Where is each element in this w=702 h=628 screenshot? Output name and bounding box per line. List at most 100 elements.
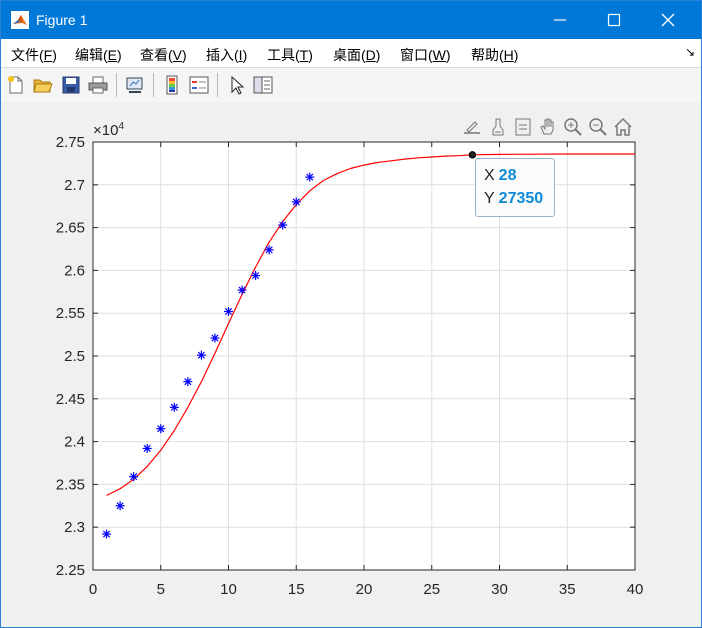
fit-curve (106, 153, 635, 497)
data-point (210, 333, 220, 343)
link-plot-icon[interactable] (124, 74, 146, 96)
data-point (183, 377, 193, 387)
datatip-x-label: X (484, 167, 495, 184)
datatip[interactable]: X 28 Y 27350 (475, 158, 555, 217)
data-point-stroke (265, 246, 273, 254)
datatip-marker-layer (468, 151, 477, 159)
data-point (102, 529, 112, 539)
data-point-stroke (238, 286, 246, 294)
data-point-stroke (211, 334, 219, 342)
save-icon[interactable] (60, 74, 82, 96)
x-tick-label: 40 (627, 581, 644, 598)
title-bar[interactable]: Figure 1 (1, 1, 701, 39)
data-point (251, 271, 261, 281)
x-tick-label: 20 (356, 581, 373, 598)
data-point (305, 172, 315, 182)
menu-tools[interactable]: 工具(T) (267, 47, 313, 63)
data-point-stroke (252, 271, 260, 280)
y-tick-label: 2.25 (56, 562, 85, 579)
fit-curve-layer (106, 153, 635, 497)
scatter-layer (102, 172, 315, 539)
y-tick-label: 2.35 (56, 476, 85, 493)
data-point (156, 424, 166, 434)
menu-file[interactable]: 文件(F) (11, 47, 57, 63)
y-tick-label: 2.65 (56, 220, 85, 237)
print-icon[interactable] (87, 74, 109, 96)
insert-legend-icon[interactable] (188, 74, 210, 96)
data-point (278, 220, 288, 230)
data-point (115, 501, 125, 511)
close-button[interactable] (641, 1, 695, 39)
export-icon[interactable] (461, 116, 483, 138)
y-tick-label: 2.45 (56, 391, 85, 408)
property-inspector-icon[interactable] (252, 74, 274, 96)
menu-help[interactable]: 帮助(H) (471, 47, 519, 63)
menu-view[interactable]: 查看(V) (140, 47, 187, 63)
datatip-y-label: Y (484, 190, 495, 207)
matlab-logo-icon (11, 11, 29, 29)
data-point (264, 245, 274, 255)
data-point-stroke (197, 351, 205, 359)
y-tick-label: 2.6 (64, 262, 85, 279)
data-point-stroke (102, 530, 111, 538)
datatip-x-row: X 28 (484, 167, 516, 185)
maximize-icon (607, 13, 621, 27)
menu-window[interactable]: 窗口(W) (400, 47, 451, 63)
data-tips-icon[interactable] (512, 116, 534, 138)
datatip-y-value: 27350 (498, 190, 544, 207)
data-point (129, 472, 139, 482)
insert-colorbar-icon[interactable] (161, 74, 183, 96)
data-point (291, 197, 301, 207)
x-tick-label: 5 (157, 581, 165, 598)
data-point (196, 350, 206, 360)
data-point (169, 402, 179, 412)
data-point-stroke (143, 444, 151, 453)
y-tick-label: 2.7 (64, 177, 85, 194)
pan-icon[interactable] (537, 116, 559, 138)
zoom-in-icon[interactable] (562, 116, 584, 138)
x-tick-label: 30 (491, 581, 508, 598)
minimize-icon (554, 19, 566, 21)
data-point-stroke (157, 425, 165, 433)
restore-view-icon[interactable] (612, 116, 634, 138)
y-tick-label: 2.75 (56, 134, 85, 151)
toolbar-separator (217, 73, 218, 97)
figure-toolbar (1, 67, 701, 103)
zoom-out-icon[interactable] (587, 116, 609, 138)
x-tick-label: 0 (89, 581, 97, 598)
data-point-stroke (306, 173, 314, 181)
minimize-button[interactable] (533, 1, 587, 39)
y-tick-label: 2.5 (64, 348, 85, 365)
data-point (237, 285, 247, 295)
close-icon (661, 13, 675, 27)
brush-icon[interactable] (487, 116, 509, 138)
open-file-icon[interactable] (32, 74, 54, 96)
axis-ticks: 0 5 10 15 20 25 30 35 40 2.25 2.3 2.35 2.4 2.45 2.5 2.5… (56, 134, 644, 598)
data-point-stroke (184, 378, 192, 386)
data-point-stroke (130, 473, 138, 481)
maximize-button[interactable] (587, 1, 641, 39)
new-figure-icon[interactable] (5, 74, 27, 96)
datatip-marker (468, 151, 477, 159)
data-point (224, 306, 233, 316)
y-tick-label: 2.55 (56, 305, 85, 322)
menu-bar: 文件(F) 编辑(E) 查看(V) 插入(I) 工具(T) 桌面(D) 窗口(W… (1, 39, 701, 67)
data-point-stroke (170, 403, 178, 411)
x-tick-label: 25 (423, 581, 440, 598)
edit-plot-icon[interactable] (226, 74, 248, 96)
menu-insert[interactable]: 插入(I) (206, 47, 248, 63)
x-tick-label: 15 (288, 581, 305, 598)
x-tick-label: 35 (559, 581, 576, 598)
menu-edit[interactable]: 编辑(E) (75, 47, 122, 63)
data-point (142, 443, 152, 453)
data-point-stroke (224, 307, 233, 316)
menu-overflow-icon[interactable]: ↘ (684, 45, 695, 59)
y-axis-exponent: ×104 (93, 121, 125, 139)
menu-desktop[interactable]: 桌面(D) (333, 47, 381, 63)
datatip-x-value: 28 (498, 167, 517, 184)
y-tick-label: 2.4 (64, 434, 85, 451)
window-title: Figure 1 (36, 12, 88, 28)
data-point-stroke (279, 221, 287, 229)
